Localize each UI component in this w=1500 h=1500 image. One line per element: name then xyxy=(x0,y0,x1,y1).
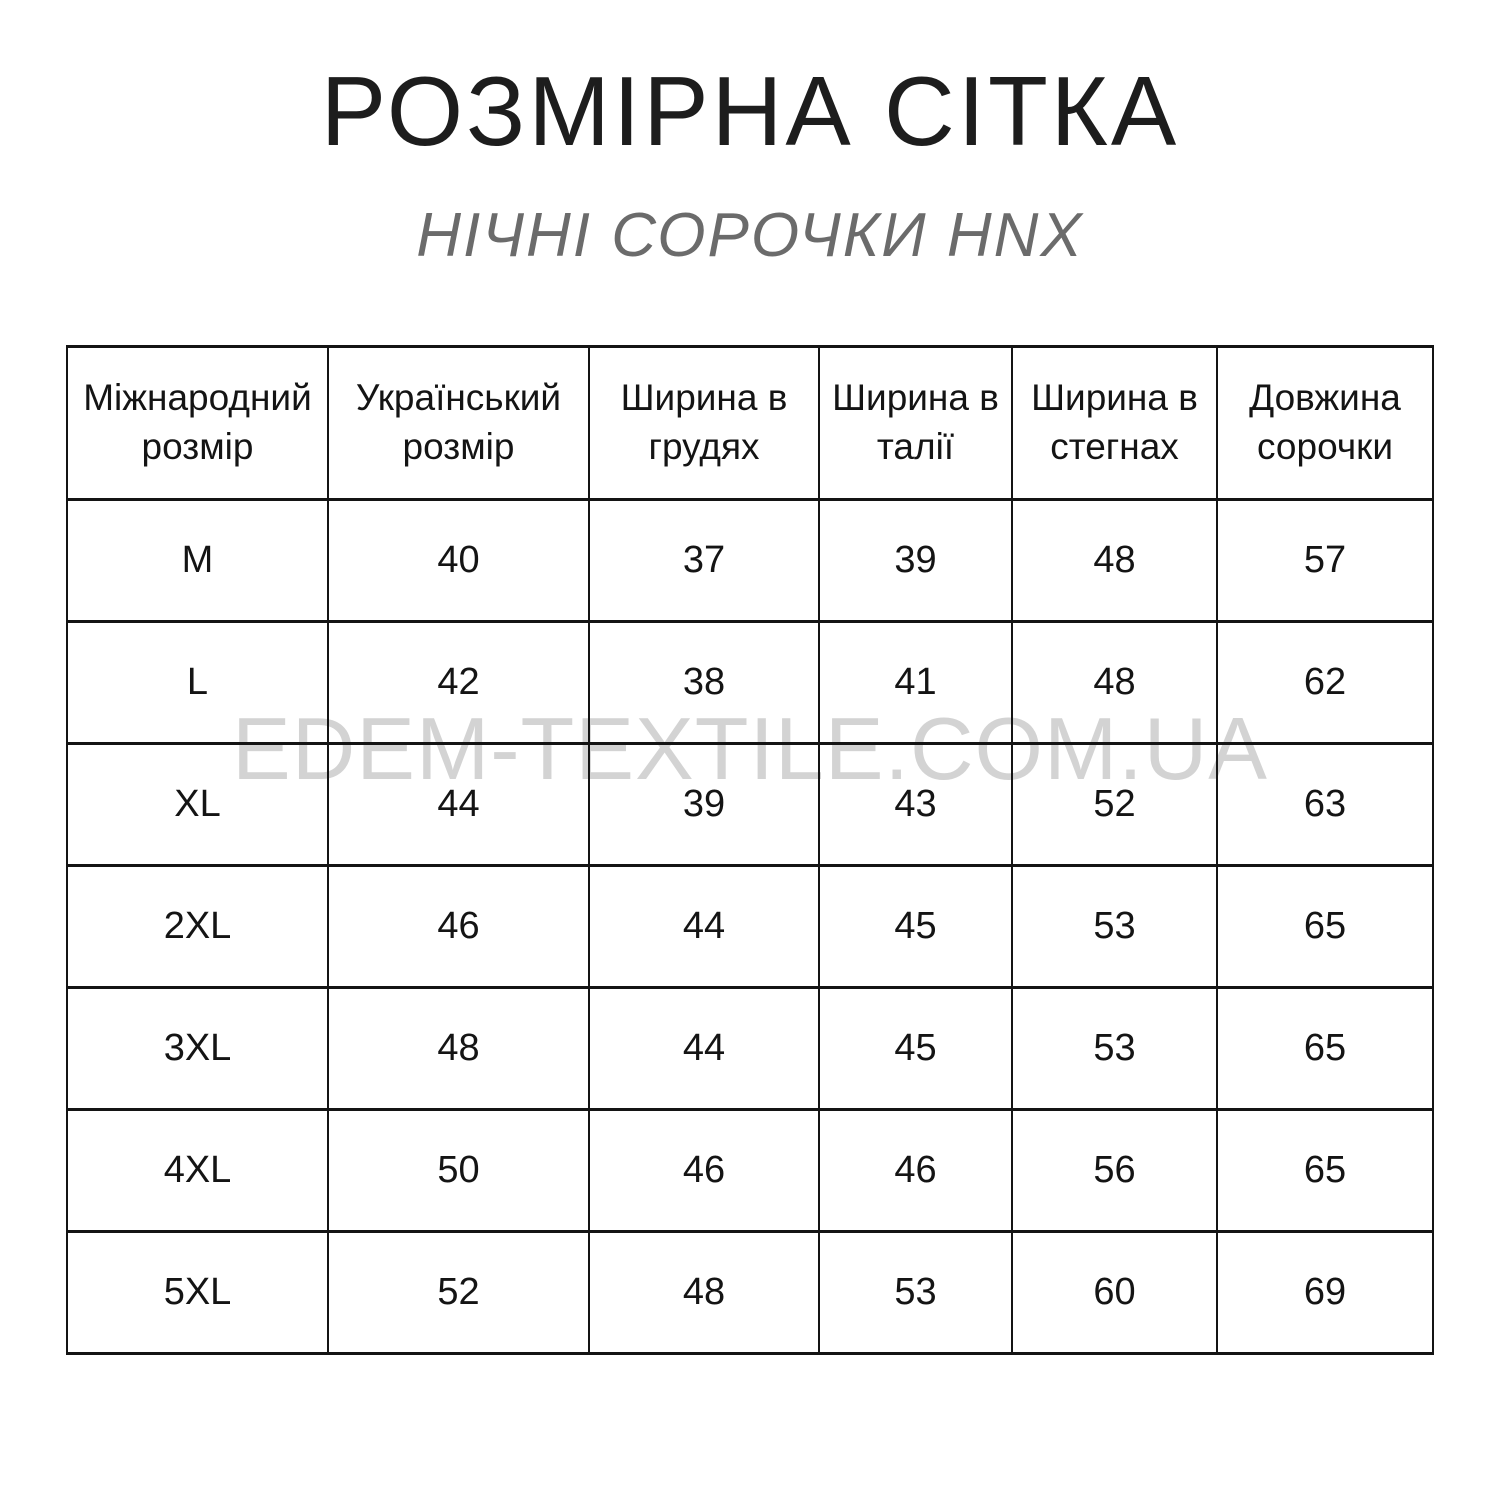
column-header-chest-width: Ширина в грудях xyxy=(588,345,820,501)
measurement-value-cell: 48 xyxy=(588,1230,820,1355)
measurement-value-cell: 53 xyxy=(1011,864,1218,989)
table-row: M 40 37 39 48 57 xyxy=(66,498,1434,623)
column-header-ukrainian-size: Український розмір xyxy=(327,345,590,501)
measurement-value-cell: 62 xyxy=(1216,620,1434,745)
page-title: РОЗМІРНА СІТКА xyxy=(320,56,1180,166)
measurement-value-cell: 43 xyxy=(818,742,1013,867)
measurement-value-cell: 39 xyxy=(818,498,1013,623)
table-body: M 40 37 39 48 57 L 42 38 41 48 62 XL 44 39 43 52 63 2XL 46 4… xyxy=(66,498,1434,1355)
table-row: 4XL 50 46 46 56 65 xyxy=(66,1108,1434,1233)
measurement-value-cell: 44 xyxy=(588,864,820,989)
measurement-value-cell: 46 xyxy=(588,1108,820,1233)
table-header-row: Міжнародний розмір Український розмір Ши… xyxy=(66,345,1434,501)
measurement-value-cell: 65 xyxy=(1216,1108,1434,1233)
measurement-value-cell: 53 xyxy=(1011,986,1218,1111)
measurement-value-cell: 45 xyxy=(818,986,1013,1111)
measurement-value-cell: 44 xyxy=(327,742,590,867)
column-header-international-size: Міжнародний розмір xyxy=(66,345,329,501)
measurement-value-cell: 52 xyxy=(327,1230,590,1355)
size-label-cell: XL xyxy=(66,742,329,867)
measurement-value-cell: 53 xyxy=(818,1230,1013,1355)
size-label-cell: 4XL xyxy=(66,1108,329,1233)
table-row: XL 44 39 43 52 63 xyxy=(66,742,1434,867)
measurement-value-cell: 48 xyxy=(1011,498,1218,623)
measurement-value-cell: 63 xyxy=(1216,742,1434,867)
column-header-waist-width: Ширина в талії xyxy=(818,345,1013,501)
measurement-value-cell: 46 xyxy=(818,1108,1013,1233)
measurement-value-cell: 44 xyxy=(588,986,820,1111)
size-label-cell: 5XL xyxy=(66,1230,329,1355)
measurement-value-cell: 37 xyxy=(588,498,820,623)
measurement-value-cell: 56 xyxy=(1011,1108,1218,1233)
measurement-value-cell: 45 xyxy=(818,864,1013,989)
measurement-value-cell: 40 xyxy=(327,498,590,623)
measurement-value-cell: 50 xyxy=(327,1108,590,1233)
measurement-value-cell: 38 xyxy=(588,620,820,745)
measurement-value-cell: 69 xyxy=(1216,1230,1434,1355)
column-header-hip-width: Ширина в стегнах xyxy=(1011,345,1218,501)
table-row: 3XL 48 44 45 53 65 xyxy=(66,986,1434,1111)
table-row: 2XL 46 44 45 53 65 xyxy=(66,864,1434,989)
table-row: L 42 38 41 48 62 xyxy=(66,620,1434,745)
measurement-value-cell: 48 xyxy=(327,986,590,1111)
size-label-cell: L xyxy=(66,620,329,745)
column-header-shirt-length: Довжина сорочки xyxy=(1216,345,1434,501)
size-label-cell: 3XL xyxy=(66,986,329,1111)
measurement-value-cell: 42 xyxy=(327,620,590,745)
measurement-value-cell: 46 xyxy=(327,864,590,989)
measurement-value-cell: 65 xyxy=(1216,986,1434,1111)
size-label-cell: 2XL xyxy=(66,864,329,989)
measurement-value-cell: 39 xyxy=(588,742,820,867)
page-subtitle: НІЧНІ СОРОЧКИ HNX xyxy=(416,201,1084,270)
measurement-value-cell: 48 xyxy=(1011,620,1218,745)
measurement-value-cell: 65 xyxy=(1216,864,1434,989)
table-row: 5XL 52 48 53 60 69 xyxy=(66,1230,1434,1355)
measurement-value-cell: 52 xyxy=(1011,742,1218,867)
measurement-value-cell: 57 xyxy=(1216,498,1434,623)
size-label-cell: M xyxy=(66,498,329,623)
measurement-value-cell: 60 xyxy=(1011,1230,1218,1355)
size-chart-table: Міжнародний розмір Український розмір Ши… xyxy=(66,345,1434,1355)
measurement-value-cell: 41 xyxy=(818,620,1013,745)
